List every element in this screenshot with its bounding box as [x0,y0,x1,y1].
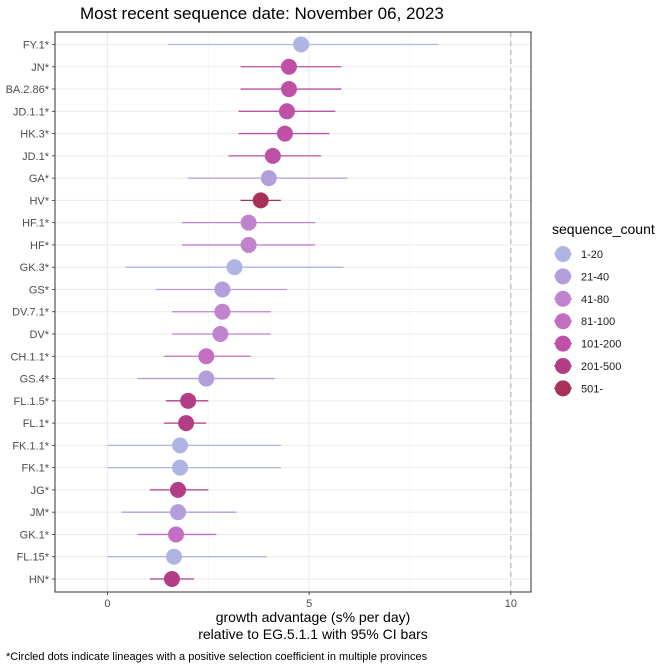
data-point [264,147,281,164]
data-point [178,415,195,432]
y-tick-label: HN* [29,574,50,586]
x-axis-label: growth advantage (s% per day) [215,609,411,625]
y-tick-label: BA.2.86* [6,84,50,96]
data-point [276,125,293,142]
y-tick-label: HK.3* [20,129,49,141]
data-point [172,437,189,454]
legend-key [555,380,571,397]
data-point [214,303,231,320]
legend-key [555,335,571,352]
legend-label: 1-20 [581,249,603,261]
x-tick-label: 5 [306,598,312,610]
x-tick-label: 10 [505,598,517,610]
legend-key [555,246,571,262]
data-point [168,526,185,543]
legend-title: sequence_count [552,221,655,237]
legend-label: 101-200 [581,339,621,351]
data-point [240,214,257,231]
x-axis-sublabel: relative to EG.5.1.1 with 95% CI bars [198,626,428,642]
data-point [198,348,215,365]
y-tick-label: DV.7.1* [12,307,50,319]
x-tick-label: 0 [104,598,110,610]
y-tick-label: GA* [29,173,50,185]
y-tick-label: FL.15* [17,552,50,564]
legend-key [555,290,571,307]
data-point [214,281,231,298]
legend-label: 201-500 [581,361,621,373]
legend-label: 81-100 [581,316,615,328]
y-tick-label: GK.3* [20,262,50,274]
legend-label: 21-40 [581,271,609,283]
y-tick-label: HF* [30,240,50,252]
y-tick-label: DV* [29,329,49,341]
data-point [260,170,277,187]
data-point [293,36,310,53]
data-point [172,459,189,476]
data-point [163,570,180,587]
data-point [280,58,297,75]
data-point [252,192,269,209]
y-tick-label: HF.1* [22,218,50,230]
y-tick-label: FY.1* [23,40,50,52]
legend-label: 41-80 [581,294,609,306]
chart-title: Most recent sequence date: November 06, … [80,4,444,23]
data-point [198,370,215,387]
y-tick-label: CH.1.1* [10,351,49,363]
y-tick-label: FL.1* [23,418,50,430]
footnote: *Circled dots indicate lineages with a p… [6,651,428,663]
y-tick-label: GK.1* [20,529,50,541]
y-tick-label: JG* [31,485,50,497]
data-point [170,504,187,521]
data-point [226,259,243,276]
legend-key [555,313,571,330]
y-tick-label: FL.1.5* [14,396,50,408]
y-tick-label: JM* [30,507,50,519]
data-point [170,481,187,498]
y-tick-label: JD.1.1* [13,106,50,118]
y-tick-label: FK.1* [21,463,49,475]
data-point [278,103,295,120]
y-tick-label: GS* [29,284,50,296]
data-point [180,392,197,409]
data-point [212,326,229,343]
y-tick-label: FK.1.1* [12,440,49,452]
plot-border [54,31,532,593]
y-tick-label: HV* [29,195,49,207]
data-point [166,548,182,565]
y-tick-label: JN* [31,62,49,74]
y-tick-label: JD.1* [22,151,50,163]
legend-key [555,268,571,285]
legend-label: 501- [581,383,603,395]
data-point [240,236,257,253]
data-point [280,81,297,98]
y-tick-label: GS.4* [20,374,50,386]
legend-key [555,358,571,374]
